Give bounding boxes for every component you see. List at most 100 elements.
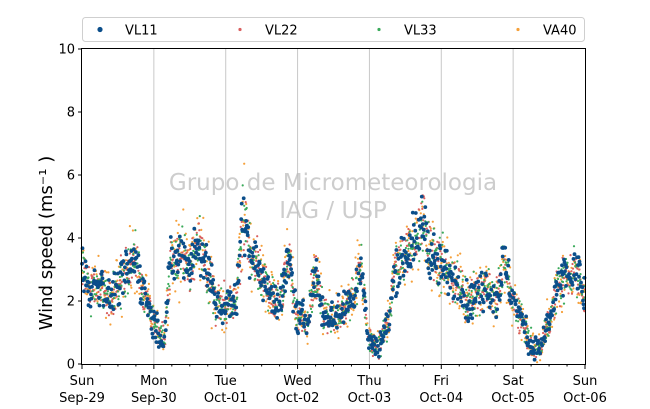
data-point bbox=[123, 265, 127, 270]
data-point bbox=[82, 289, 86, 294]
data-point bbox=[188, 279, 193, 283]
data-point bbox=[328, 319, 332, 323]
data-point bbox=[563, 269, 567, 274]
data-point bbox=[148, 297, 151, 300]
data-point bbox=[561, 254, 565, 257]
watermark-line-1: Grupo de Micrometeorologia bbox=[169, 170, 497, 196]
y-tick-label: 0 bbox=[67, 358, 75, 373]
data-point bbox=[435, 257, 440, 261]
data-point bbox=[431, 232, 436, 237]
data-point bbox=[334, 311, 338, 316]
data-point bbox=[242, 253, 247, 258]
data-point bbox=[171, 282, 174, 285]
data-point bbox=[318, 260, 321, 263]
data-point bbox=[195, 262, 198, 266]
data-point bbox=[422, 214, 427, 219]
data-point bbox=[195, 241, 200, 246]
data-point bbox=[491, 310, 496, 314]
data-point bbox=[120, 280, 123, 283]
data-point bbox=[137, 269, 140, 272]
data-point bbox=[577, 301, 580, 304]
data-point bbox=[402, 278, 405, 281]
data-point bbox=[547, 334, 550, 337]
data-point bbox=[207, 302, 210, 305]
data-point bbox=[360, 262, 363, 265]
data-point bbox=[192, 226, 197, 231]
data-point bbox=[550, 313, 554, 318]
data-point bbox=[116, 279, 119, 282]
data-point bbox=[420, 222, 425, 227]
data-point bbox=[198, 229, 201, 232]
data-point bbox=[544, 333, 547, 336]
data-point bbox=[421, 227, 426, 232]
data-point bbox=[366, 322, 369, 325]
data-point bbox=[445, 272, 448, 275]
data-point bbox=[225, 321, 228, 325]
data-point bbox=[536, 339, 540, 343]
data-point bbox=[205, 291, 208, 294]
data-point bbox=[216, 298, 219, 301]
data-point bbox=[561, 293, 565, 298]
data-point bbox=[410, 236, 415, 241]
data-point bbox=[477, 300, 482, 305]
x-tick-date-label: Oct-04 bbox=[419, 391, 463, 406]
data-point bbox=[341, 302, 345, 306]
data-point bbox=[189, 245, 192, 248]
data-point bbox=[96, 302, 99, 305]
data-point bbox=[513, 308, 516, 311]
data-point bbox=[119, 254, 122, 257]
data-point bbox=[530, 326, 533, 329]
data-point bbox=[390, 284, 393, 287]
data-point bbox=[504, 267, 507, 270]
data-point bbox=[408, 264, 413, 269]
data-point bbox=[578, 262, 582, 267]
data-point bbox=[177, 223, 180, 226]
data-point bbox=[277, 280, 280, 283]
data-point bbox=[399, 240, 402, 243]
data-point bbox=[156, 345, 161, 349]
data-point bbox=[357, 252, 360, 255]
data-point bbox=[411, 230, 414, 233]
data-point bbox=[580, 293, 584, 296]
data-point bbox=[403, 269, 407, 273]
data-point bbox=[143, 307, 146, 310]
data-point bbox=[356, 239, 359, 242]
data-point bbox=[117, 298, 120, 301]
data-point bbox=[250, 261, 255, 266]
data-point bbox=[329, 330, 333, 333]
data-point bbox=[254, 244, 259, 249]
y-tick-label: 2 bbox=[67, 295, 75, 310]
data-point bbox=[279, 291, 282, 294]
data-point bbox=[547, 327, 551, 331]
data-point bbox=[461, 290, 466, 295]
data-point bbox=[571, 257, 576, 261]
data-point bbox=[385, 340, 388, 343]
data-point bbox=[573, 261, 577, 264]
data-point bbox=[488, 282, 491, 285]
data-point bbox=[91, 275, 94, 278]
data-point bbox=[107, 314, 110, 317]
data-point bbox=[134, 274, 137, 277]
data-point bbox=[267, 305, 270, 308]
data-point bbox=[562, 302, 566, 305]
data-point bbox=[190, 263, 195, 268]
data-point bbox=[172, 276, 177, 281]
x-tick-day-label: Sat bbox=[502, 374, 523, 389]
data-point bbox=[96, 300, 99, 303]
data-point bbox=[554, 292, 559, 297]
data-point bbox=[265, 300, 268, 303]
data-point bbox=[245, 202, 248, 206]
data-point bbox=[239, 261, 242, 264]
data-point bbox=[162, 348, 165, 351]
data-point bbox=[452, 287, 455, 290]
data-point bbox=[386, 299, 389, 302]
data-point bbox=[232, 308, 235, 311]
data-point bbox=[87, 280, 91, 285]
data-point bbox=[101, 303, 106, 308]
data-point bbox=[517, 320, 520, 323]
data-point bbox=[120, 315, 123, 318]
data-point bbox=[510, 288, 514, 293]
data-point bbox=[326, 332, 329, 335]
data-point bbox=[526, 327, 529, 330]
data-point bbox=[499, 283, 504, 287]
